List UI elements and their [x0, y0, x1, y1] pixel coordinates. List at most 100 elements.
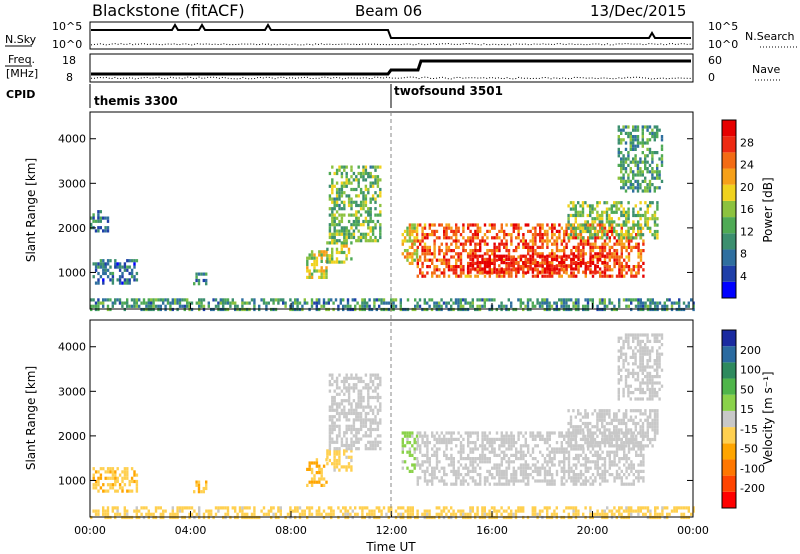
scatter-cell [374, 181, 377, 185]
scatter-cell [328, 226, 332, 230]
scatter-cell [326, 260, 329, 264]
scatter-cell [617, 391, 620, 395]
scatter-cell [488, 512, 491, 516]
scatter-cell [459, 473, 463, 477]
scatter-cell [328, 434, 332, 438]
scatter-cell [596, 261, 599, 265]
scatter-cell [586, 267, 590, 271]
scatter-cell [548, 254, 551, 258]
scatter-cell [416, 223, 419, 227]
scatter-cell [479, 245, 482, 249]
scatter-cell [479, 466, 482, 470]
scatter-cell [608, 274, 611, 278]
scatter-cell [440, 242, 443, 246]
nave-line [90, 76, 692, 80]
scatter-cell [474, 233, 477, 237]
scatter-cell [408, 453, 412, 457]
scatter-cell [471, 476, 475, 480]
scatter-cell [613, 457, 616, 461]
scatter-cell [648, 131, 652, 135]
scatter-cell [644, 412, 647, 416]
scatter-cell [560, 274, 563, 278]
scatter-cell [601, 409, 604, 413]
scatter-cell [338, 458, 341, 463]
scatter-cell [459, 265, 463, 269]
scatter-cell [649, 204, 652, 208]
scatter-cell [374, 239, 377, 243]
scatter-cell [498, 268, 501, 272]
scatter-cell [577, 476, 580, 480]
scatter-cell [517, 236, 520, 240]
scatter-cell [94, 486, 98, 490]
scatter-cell [459, 271, 463, 275]
scatter-cell [618, 506, 621, 510]
scatter-cell [584, 457, 587, 461]
scatter-cell [560, 264, 563, 268]
scatter-cell [555, 239, 559, 243]
scatter-cell [277, 506, 280, 510]
scatter-cell [116, 509, 119, 513]
scatter-cell [109, 467, 112, 471]
scatter-cell [428, 512, 431, 516]
scatter-cell [493, 441, 496, 445]
scatter-cell [97, 298, 100, 302]
y-tick-label: 2000 [58, 222, 86, 235]
scatter-cell [355, 431, 358, 435]
scatter-cell [495, 473, 499, 477]
scatter-cell [109, 265, 112, 269]
scatter-cell [536, 512, 539, 516]
scatter-cell [111, 470, 115, 474]
scatter-cell [467, 261, 470, 265]
scatter-cell [355, 434, 358, 438]
scatter-cell [498, 254, 501, 258]
scatter-cell [601, 298, 604, 302]
scatter-cell [651, 437, 654, 442]
scatter-cell [613, 460, 616, 464]
scatter-cell [322, 301, 326, 305]
scatter-cell [579, 482, 583, 486]
scatter-cell [593, 409, 597, 413]
scatter-cell [202, 304, 206, 308]
scatter-cell [562, 509, 566, 513]
scatter-cell [416, 476, 419, 480]
scatter-cell [331, 235, 334, 240]
scatter-cell [591, 233, 594, 237]
scatter-cell [522, 254, 525, 258]
scatter-cell [613, 412, 616, 416]
scatter-cell [618, 304, 621, 308]
scatter-cell [589, 242, 592, 246]
scatter-cell [347, 447, 351, 451]
scatter-cell [478, 304, 482, 308]
scatter-cell [488, 257, 491, 261]
scatter-cell [646, 204, 649, 208]
scatter-cell [340, 165, 344, 169]
scatter-cell [308, 506, 311, 510]
scatter-cell [642, 239, 645, 243]
scatter-cell [343, 232, 346, 236]
scatter-cell [519, 298, 522, 302]
scatter-cell [603, 201, 606, 205]
scatter-cell [558, 229, 561, 233]
scatter-cell [579, 431, 582, 435]
scatter-cell [582, 249, 585, 253]
scatter-cell [637, 304, 640, 308]
scatter-cell [479, 453, 482, 457]
scatter-cell [584, 425, 587, 429]
scatter-cell [617, 135, 620, 139]
scatter-cell [306, 275, 309, 279]
scatter-cell [543, 267, 547, 271]
scatter-cell [408, 226, 412, 230]
scatter-cell [639, 450, 643, 454]
scatter-cell [625, 469, 628, 473]
scatter-cell [560, 239, 563, 243]
scatter-cell [641, 160, 644, 164]
scatter-cell [343, 239, 346, 243]
scatter-cell [596, 257, 599, 261]
scatter-cell [374, 175, 377, 179]
scatter-cell [457, 466, 460, 470]
scatter-cell [379, 440, 382, 444]
scatter-cell [374, 197, 377, 201]
scatter-cell [488, 254, 491, 258]
scatter-cell [331, 424, 334, 428]
scatter-cell [543, 460, 547, 464]
